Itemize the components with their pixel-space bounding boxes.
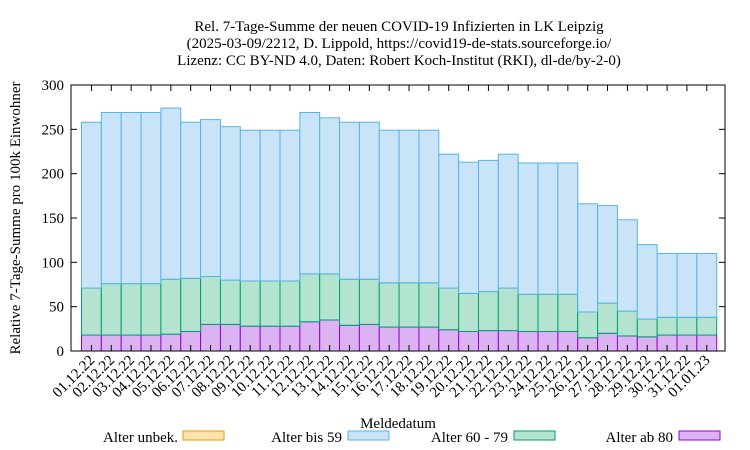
bar-segment [319,117,341,275]
bar-segment [696,316,718,336]
bar-segment [160,278,182,335]
legend-swatch [513,430,556,441]
y-axis-label: Relative 7-Tage-Summe pro 100k Einwohner [8,81,24,354]
bar-segment [478,159,499,293]
bar-segment [339,121,360,280]
bar-segment [299,273,321,323]
bar-segment [219,126,241,281]
plot-frame [70,84,726,352]
bar-segment [616,310,638,337]
legend-label: Alter ab 80 [606,430,673,446]
bar-segment [279,280,301,327]
bar-segment [319,273,341,321]
bar-segment [279,129,301,282]
bar-segment [557,162,579,295]
bar-segment [100,111,122,285]
bar-segment [339,278,360,326]
bar-segment [497,153,519,289]
bar-segment [458,161,479,294]
y-tick-label: 250 [42,122,65,138]
bar-segment [438,287,460,331]
y-tick-layer: 0 50 100 150 200 250 300 [42,78,725,360]
bar-segment [438,153,460,289]
bar-segment [537,162,559,295]
bars-layer [81,107,718,352]
bar-segment [239,129,261,282]
bar-segment [180,121,202,279]
legend-swatch [347,430,390,441]
bar-segment [180,277,202,332]
bar-segment [81,287,102,336]
bar-segment [140,283,162,336]
bar-segment [378,282,400,328]
bar-segment [656,252,678,318]
bar-segment [577,203,599,313]
bar-segment [517,293,539,332]
legend-swatch [182,430,225,441]
y-tick-label: 200 [42,167,65,183]
bar-segment [259,129,281,282]
legend-label: Alter unbek. [103,430,178,446]
bar-segment [358,278,380,325]
bar-segment [696,252,718,318]
bar-segment [398,282,420,328]
bar-segment [557,293,579,332]
legend-label: Alter bis 59 [271,430,342,446]
bar-segment [239,280,261,327]
bar-segment [676,316,698,336]
bar-segment [537,293,559,332]
bar-segment [299,111,321,275]
bar-segment [577,311,599,339]
bar-segment [418,129,440,284]
bar-segment [458,292,479,332]
legend: Alter unbek. Alter bis 59 Alter 60 - 79 Alt… [103,430,721,446]
bar-segment [656,316,678,336]
bar-segment [100,283,122,336]
y-tick-label: 100 [42,255,65,271]
legend-swatch [678,430,721,441]
bar-segment [81,121,102,289]
y-tick-label: 50 [49,300,64,316]
bar-segment [160,107,182,280]
bar-segment [478,291,499,332]
legend-label: Alter 60 - 79 [431,430,508,446]
bar-segment [219,279,241,325]
bar-segment [636,318,658,338]
chart-title: Rel. 7-Tage-Summe der neuen COVID-19 Inf… [177,19,621,69]
y-tick-label: 150 [42,211,65,227]
bar-segment [200,119,221,278]
bar-segment [398,129,420,284]
bar-segment [140,111,162,285]
bar-segment [597,205,618,304]
bar-segment [597,302,618,334]
bar-segment [200,276,221,325]
bar-segment [120,283,142,336]
title-line-2: (2025-03-09/2212, D. Lippold, https://co… [187,36,612,52]
bar-segment [418,282,440,328]
bar-segment [497,287,519,332]
x-axis-label: Meldedatum [360,416,436,432]
bar-segment [636,244,658,320]
title-line-1: Rel. 7-Tage-Summe der neuen COVID-19 Inf… [194,19,604,35]
bar-segment [120,111,142,285]
y-tick-label: 300 [42,78,65,94]
y-tick-label: 0 [57,344,65,360]
bar-segment [378,129,400,284]
bar-segment [616,219,638,312]
bar-segment [358,121,380,280]
title-line-3: Lizenz: CC BY-ND 4.0, Daten: Robert Koch… [177,53,621,69]
bar-segment [259,280,281,327]
bar-segment [676,252,698,318]
bar-segment [517,162,539,295]
